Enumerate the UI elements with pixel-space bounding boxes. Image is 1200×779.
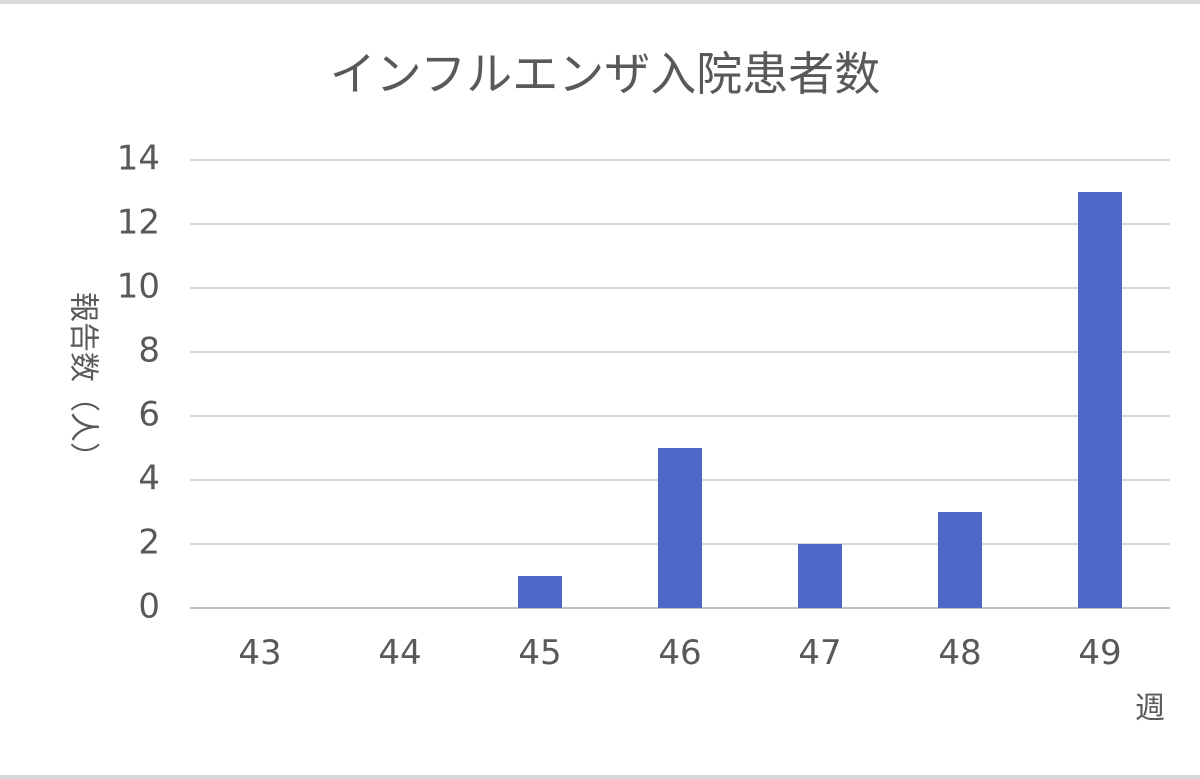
x-tick-label: 45 [518, 633, 561, 673]
x-tick-label: 47 [798, 633, 841, 673]
x-axis-label: 週 [1135, 691, 1165, 726]
y-tick-label: 6 [138, 395, 160, 435]
bar-week-48 [938, 512, 982, 608]
bars [518, 192, 1122, 608]
y-axis-ticks: 0 2 4 6 8 10 12 14 [117, 139, 160, 627]
x-axis-ticks: 43 44 45 46 47 48 49 [238, 633, 1121, 673]
chart-title: インフルエンザ入院患者数 [330, 47, 881, 101]
bar-week-49 [1078, 192, 1122, 608]
y-axis-label: 報告数（人） [66, 292, 101, 472]
y-tick-label: 12 [117, 203, 160, 243]
x-tick-label: 43 [238, 633, 281, 673]
y-tick-label: 10 [117, 267, 160, 307]
y-tick-label: 4 [138, 459, 160, 499]
bar-week-45 [518, 576, 562, 608]
x-tick-label: 44 [378, 633, 421, 673]
y-tick-label: 0 [138, 587, 160, 627]
y-tick-label: 14 [117, 139, 160, 179]
y-tick-label: 8 [138, 331, 160, 371]
bar-week-47 [798, 544, 842, 608]
x-tick-label: 48 [938, 633, 981, 673]
x-tick-label: 46 [658, 633, 701, 673]
bar-week-46 [658, 448, 702, 608]
x-tick-label: 49 [1078, 633, 1121, 673]
y-tick-label: 2 [138, 523, 160, 563]
